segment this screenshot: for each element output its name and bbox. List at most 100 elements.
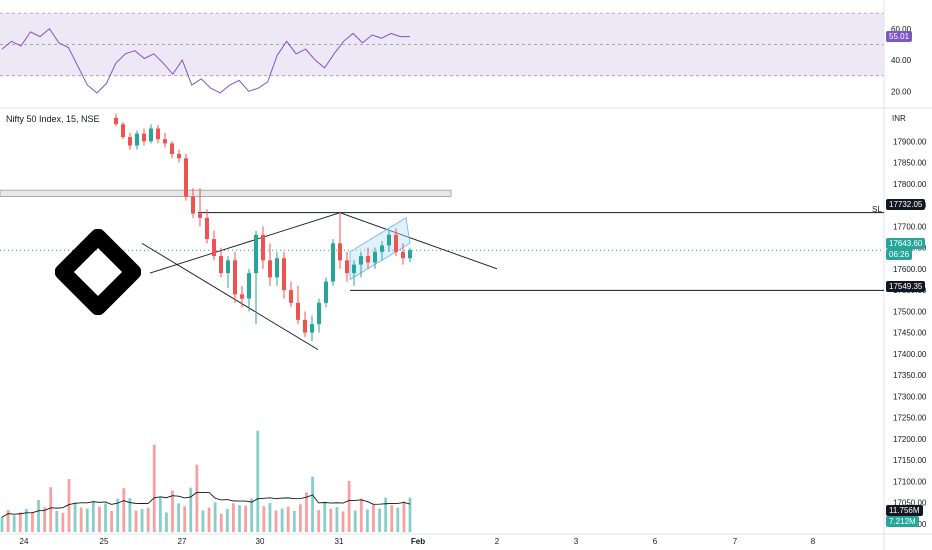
candle-body: [324, 281, 328, 303]
candle-body: [135, 133, 139, 146]
candle-body: [212, 239, 216, 257]
volume-bar: [341, 511, 345, 532]
rsi-tick-label: 60.00: [891, 25, 912, 34]
volume-bar: [177, 503, 180, 532]
price-tick-label: 17200.00: [893, 435, 927, 444]
candle-body: [303, 319, 307, 333]
volume-ma-line: [1, 491, 411, 518]
volume-bar: [292, 511, 296, 532]
volume-bar: [323, 501, 327, 532]
volume-bar: [268, 502, 272, 532]
candle-body: [394, 234, 398, 252]
candle-body: [219, 256, 223, 274]
time-tick-label: 2: [495, 537, 500, 546]
candle-body: [156, 128, 160, 140]
candle-body: [352, 264, 356, 274]
volume-bar: [140, 509, 144, 532]
symbol-title[interactable]: Nifty 50 Index, 15, NSE: [6, 114, 100, 124]
price-tick-label: 17900.00: [893, 137, 927, 146]
volume-bar: [49, 487, 53, 532]
volume-bar: [6, 510, 10, 532]
price-tick-label: 17400.00: [893, 350, 927, 359]
candle-body: [163, 139, 167, 144]
time-tick-label: 8: [811, 537, 816, 546]
candle-body: [114, 117, 118, 125]
volume-bar: [256, 430, 260, 532]
volume-bar: [365, 509, 369, 532]
volume-bar: [232, 503, 235, 532]
volume-bar: [37, 500, 40, 532]
support-price-tag: 17549.35: [886, 281, 926, 292]
volume-bar: [408, 497, 412, 532]
volume-bar: [110, 511, 114, 532]
time-tick-label: Feb: [411, 537, 425, 546]
volume-bar: [402, 501, 406, 532]
volume-bar: [0, 517, 4, 532]
candle-body: [149, 128, 153, 142]
volume-bar: [329, 508, 333, 532]
candle-body: [254, 234, 258, 274]
price-tick-label: 17250.00: [893, 414, 927, 423]
volume-bar: [262, 506, 266, 532]
volume-bar: [91, 500, 95, 532]
volume-bar: [79, 507, 83, 532]
volume-bar: [335, 507, 339, 532]
volume-bar: [305, 492, 308, 532]
countdown-tag: 06:26: [886, 249, 913, 260]
volume-bar: [219, 513, 223, 532]
candle-body: [310, 324, 314, 333]
candle-body: [345, 260, 349, 274]
volume-bar: [122, 488, 126, 532]
candle-body: [261, 234, 265, 261]
volume-bar: [353, 510, 357, 532]
price-tick-label: 17800.00: [893, 180, 927, 189]
candle-body: [170, 143, 174, 155]
volume-ma-tag: 11.756M: [886, 505, 923, 516]
time-tick-label: 25: [100, 537, 109, 546]
volume-bar: [158, 497, 162, 532]
price-tick-label: 17450.00: [893, 329, 927, 338]
candle-body: [359, 256, 363, 265]
candle-body: [373, 251, 377, 263]
time-tick-label: 30: [256, 537, 265, 546]
volume-bar: [31, 511, 34, 532]
rsi-value-tag: 55.01: [886, 31, 913, 42]
volume-bar: [317, 510, 321, 532]
candle-body: [198, 213, 202, 218]
candle-body: [128, 137, 132, 146]
time-tick-label: 31: [335, 537, 344, 546]
volume-bar: [98, 506, 101, 532]
volume-bar: [286, 506, 290, 532]
volume-bar: [244, 505, 247, 532]
diamond-logo-icon: [55, 229, 141, 315]
volume-bar: [73, 502, 77, 532]
time-tick-label: 7: [733, 537, 738, 546]
price-tick-label: 17700.00: [893, 222, 927, 231]
candle-body: [289, 290, 293, 303]
sl-price-tag: 17732.05: [886, 199, 926, 210]
rsi-line: [1, 28, 410, 94]
price-tick-label: 17050.00: [893, 499, 927, 508]
volume-bar: [225, 509, 229, 532]
volume-bar: [146, 507, 150, 532]
candle-body: [275, 258, 279, 278]
price-tick-label: 17150.00: [893, 456, 927, 465]
rsi-band: [0, 13, 884, 76]
volume-bar: [55, 511, 59, 532]
volume-bar: [61, 512, 65, 532]
volume-bar: [171, 490, 174, 532]
volume-bar: [250, 498, 254, 532]
currency-label: INR: [892, 114, 906, 123]
candle-body: [331, 243, 335, 282]
candle-body: [240, 294, 244, 299]
volume-bar: [18, 512, 22, 532]
volume-bar: [152, 444, 156, 532]
candle-body: [268, 260, 272, 278]
volume-bar: [134, 510, 138, 532]
volume-bar: [372, 504, 375, 532]
volume-bar: [359, 498, 363, 532]
candle-body: [282, 258, 286, 291]
candle-body: [233, 260, 237, 295]
volume-bar: [104, 503, 107, 532]
